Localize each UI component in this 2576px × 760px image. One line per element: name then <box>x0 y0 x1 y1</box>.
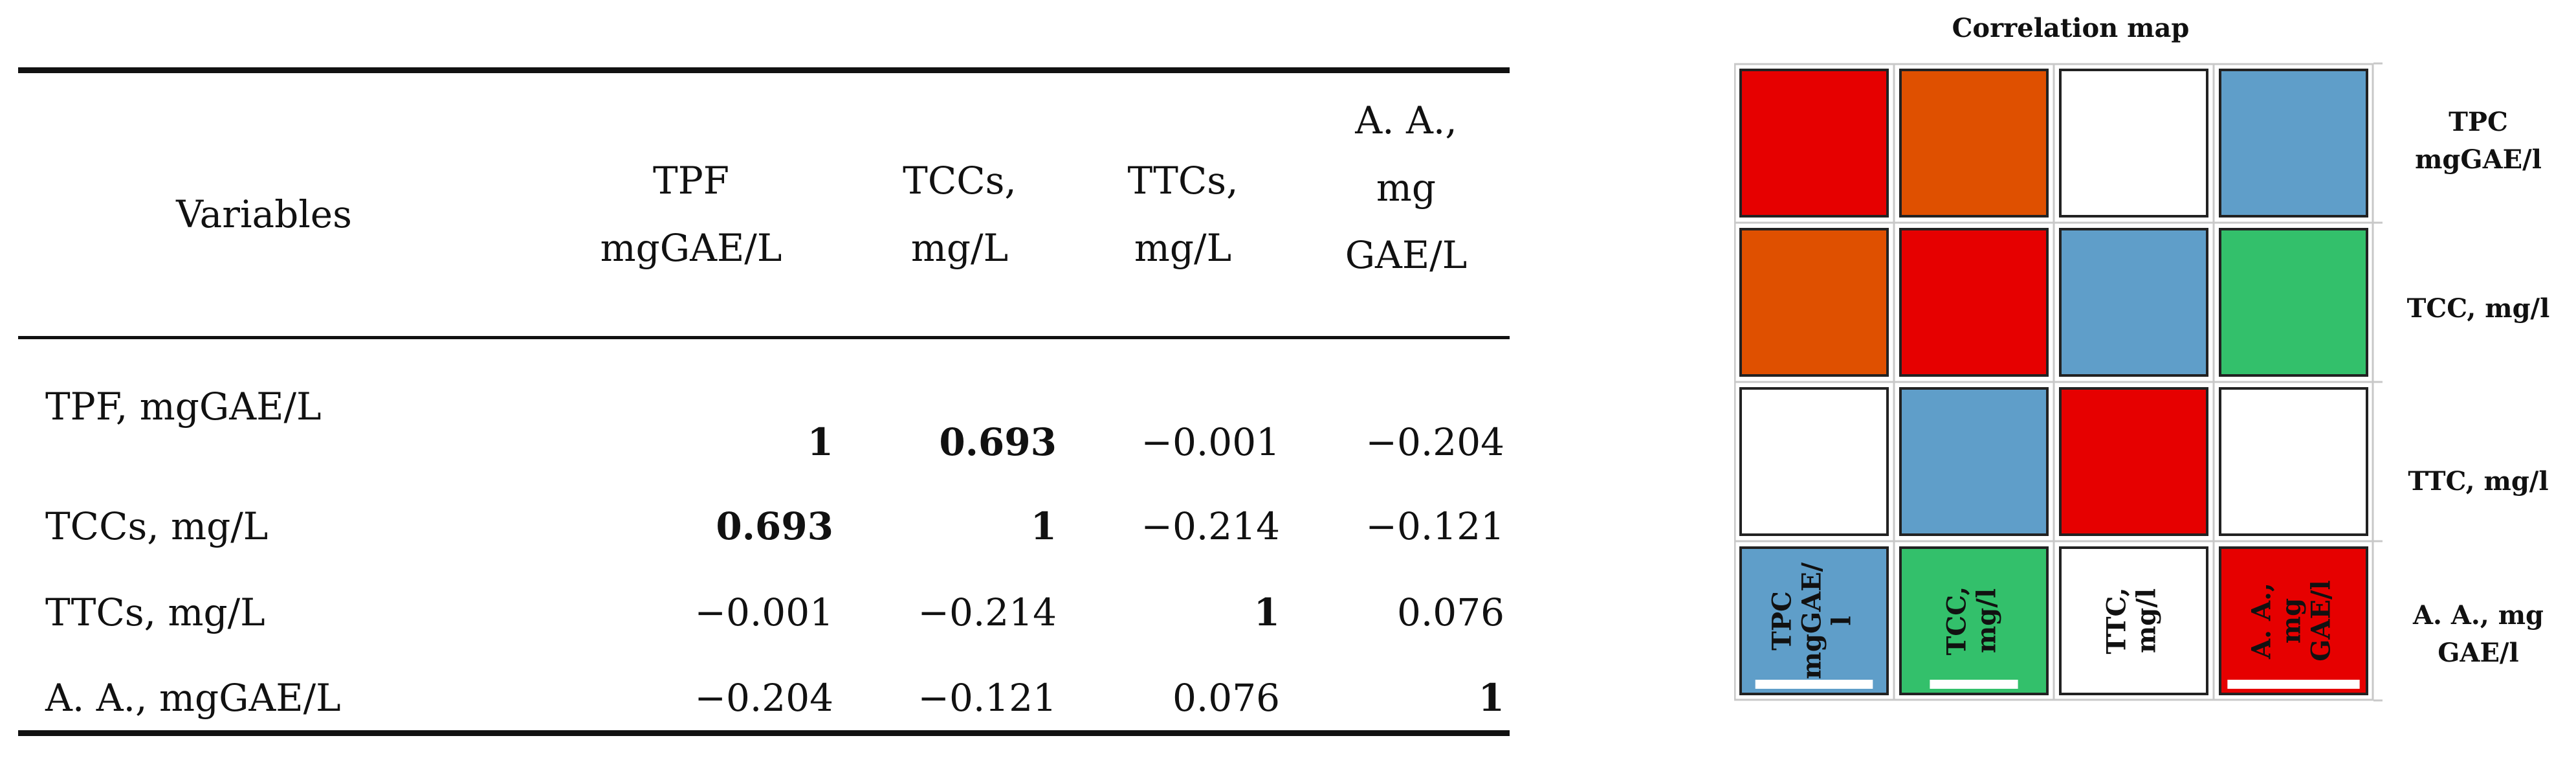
column-label-line: TTC, <box>2102 587 2132 654</box>
column-label-line: A. A., <box>2247 583 2277 660</box>
heatmap-cell-strip <box>2227 680 2360 689</box>
heatmap-cell <box>1899 546 2049 695</box>
heatmap-cell <box>2059 228 2208 377</box>
heatmap-cell <box>1899 387 2049 536</box>
heatmap-cell <box>2219 69 2368 218</box>
row-label-tpc-line1: TPC <box>2449 107 2508 137</box>
column-label-line: mg/l <box>1972 588 2002 653</box>
header-aa-line1: A. A., <box>1355 98 1457 142</box>
row-label-aa-line2: GAE/l <box>2438 638 2519 668</box>
column-label: TTC, mg/l <box>2102 587 2162 654</box>
column-label: A. A., mg GAE/l <box>2247 580 2337 662</box>
header-ttcs-line1: TTCs, <box>1127 159 1238 203</box>
heatmap-cell <box>1739 69 1889 218</box>
table-cell: 1 <box>1253 590 1280 634</box>
row-label: TTCs, mg/L <box>45 590 265 634</box>
header-aa-line3: GAE/L <box>1345 233 1468 277</box>
header-ttcs: TTCs, mg/L <box>1086 147 1280 282</box>
heatmap-cell <box>1899 69 2049 218</box>
header-variables: Variables <box>176 192 352 236</box>
row-label-aa-line1: A. A., mg <box>2413 600 2544 631</box>
table-cell: 1 <box>1030 504 1057 548</box>
table-cell: −0.214 <box>918 590 1057 634</box>
table-cell: −0.121 <box>918 676 1057 720</box>
heatmap-cell-strip <box>1755 680 1873 689</box>
column-label-line: mg/l <box>2131 588 2162 653</box>
column-label: TCC, mg/l <box>1942 587 2002 656</box>
table-cell: −0.204 <box>1365 420 1504 464</box>
heatmap-cell <box>1739 546 1889 695</box>
table-cell: 0.076 <box>1172 676 1280 720</box>
column-label-line: TCC, <box>1942 587 1972 656</box>
table-bottom-rule <box>18 730 1510 736</box>
header-tccs-line2: mg/L <box>910 226 1009 270</box>
header-tpf: TPF mgGAE/L <box>584 147 798 282</box>
table-cell: 0.076 <box>1396 590 1504 634</box>
column-label-line: mgGAE/ <box>1797 562 1827 679</box>
row-label-tcc-line1: TCC, mg/l <box>2406 293 2550 324</box>
row-label-aa: A. A., mg GAE/l <box>2384 597 2572 672</box>
heatmap-cell <box>2219 228 2368 377</box>
column-label-line: TPC <box>1767 591 1798 651</box>
header-ttcs-line2: mg/L <box>1134 226 1232 270</box>
heatmap-cell <box>2059 69 2208 218</box>
heatmap-cell <box>1899 228 2049 377</box>
heatmap-cell <box>1739 228 1889 377</box>
row-label: A. A., mgGAE/L <box>45 676 341 720</box>
table-cell: −0.001 <box>1141 420 1280 464</box>
table-header-rule <box>18 336 1510 339</box>
header-tccs-line1: TCCs, <box>903 159 1017 203</box>
heatmap-cell <box>2219 387 2368 536</box>
header-aa-line2: mg <box>1376 166 1437 210</box>
table-cell: 0.693 <box>716 504 833 548</box>
heatmap-cell <box>2059 546 2208 695</box>
row-label-tpc-line2: mgGAE/l <box>2415 144 2542 175</box>
header-aa: A. A., mg GAE/L <box>1303 87 1510 289</box>
header-tpf-line1: TPF <box>653 159 729 203</box>
heatmap-cell-strip <box>1930 680 2018 689</box>
row-label: TPF, mgGAE/L <box>45 385 322 429</box>
table-cell: −0.121 <box>1365 504 1504 548</box>
column-label-line: GAE/l <box>2306 580 2337 662</box>
table-cell: −0.214 <box>1141 504 1280 548</box>
row-label-ttc-line1: TTC, mg/l <box>2408 466 2549 497</box>
heatmap-cell <box>2219 546 2368 695</box>
header-tccs: TCCs, mg/L <box>863 147 1057 282</box>
column-label: TPC mgGAE/l <box>1767 562 1857 679</box>
heatmap-cell <box>1739 387 1889 536</box>
table-cell: 1 <box>807 420 833 464</box>
row-label-ttc: TTC, mg/l <box>2384 463 2572 500</box>
correlation-map: TPC mgGAE/l TCC, mg/l TTC, mg/l A. A., mg GAE/l … <box>1734 0 2575 760</box>
header-tpf-line2: mgGAE/L <box>600 226 782 270</box>
heatmap-cell <box>2059 387 2208 536</box>
column-label-line: l <box>1827 616 1857 625</box>
chart-title: Correlation map <box>1952 13 2190 43</box>
table-cell: 0.693 <box>939 420 1057 464</box>
row-label-tcc: TCC, mg/l <box>2384 290 2572 328</box>
table-cell: 1 <box>1478 676 1504 720</box>
table-cell: −0.001 <box>694 590 833 634</box>
table-cell: −0.204 <box>694 676 833 720</box>
heatmap-svg: TPC mgGAE/l TCC, mg/l TTC, mg/l A. A., mg GAE/l <box>1734 62 2383 702</box>
column-label-line: mg <box>2276 598 2307 643</box>
row-label-tpc: TPC mgGAE/l <box>2384 104 2572 179</box>
row-label: TCCs, mg/L <box>45 504 269 548</box>
table-top-rule <box>18 67 1510 73</box>
